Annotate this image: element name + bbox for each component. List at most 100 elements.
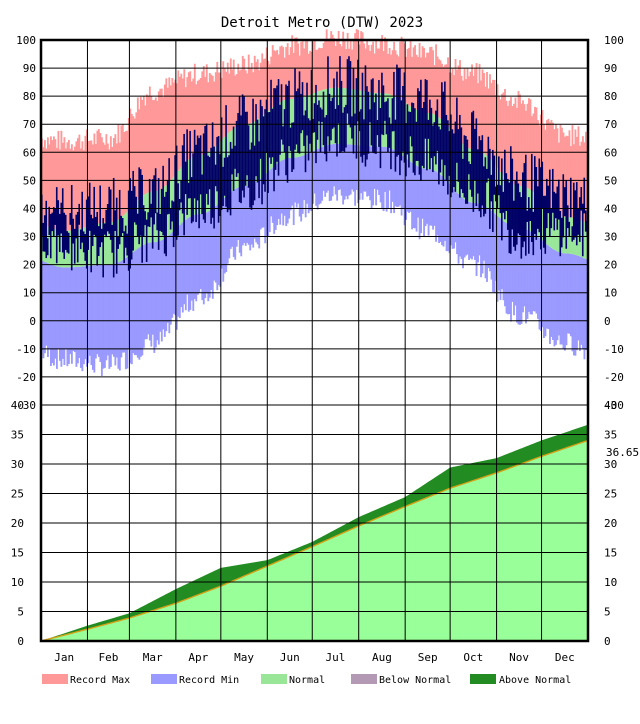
record-max-bar (225, 71, 228, 136)
record-min-bar (234, 189, 237, 260)
record-min-bar (546, 244, 548, 329)
record-max-bar (558, 142, 560, 216)
record-min-bar (243, 186, 246, 244)
record-min-bar (96, 265, 99, 355)
record-min-bar (244, 185, 247, 246)
normal-range-bar (114, 221, 117, 264)
record-min-bar (337, 143, 340, 191)
record-min-bar (159, 240, 162, 332)
record-min-bar (415, 165, 418, 232)
record-min-bar (381, 146, 384, 210)
record-max-bar (340, 46, 343, 88)
record-max-bar (387, 53, 390, 94)
record-max-bar (363, 43, 366, 92)
record-max-bar (277, 54, 280, 104)
record-min-bar (484, 206, 487, 279)
record-max-bar (487, 88, 490, 158)
record-min-bar (343, 144, 346, 200)
x-tick-month: Jul (326, 651, 346, 664)
record-min-bar (417, 166, 420, 218)
record-min-bar (144, 244, 147, 340)
record-min-bar (424, 168, 427, 227)
record-max-bar (508, 100, 511, 182)
record-max-bar (253, 55, 256, 122)
record-min-bar (186, 218, 189, 295)
record-min-bar (139, 246, 142, 357)
record-min-bar (436, 172, 439, 236)
record-min-bar (258, 179, 261, 249)
record-max-bar (436, 56, 439, 117)
record-max-bar (324, 39, 327, 90)
precip-y-tick-left: 30 (11, 458, 24, 471)
record-min-bar (553, 249, 556, 347)
record-max-bar (394, 50, 397, 97)
record-max-bar (336, 39, 339, 88)
record-max-bar (79, 148, 82, 229)
record-min-bar (42, 261, 45, 359)
record-max-bar (96, 130, 99, 224)
normal-range-bar (75, 229, 78, 267)
record-min-bar (382, 146, 385, 212)
record-min-bar (141, 245, 144, 356)
record-min-bar (73, 267, 76, 353)
record-max-bar (328, 38, 331, 89)
record-max-bar (244, 70, 247, 125)
precip-y-tick-right: 30 (604, 458, 617, 471)
record-min-bar (397, 152, 400, 207)
record-max-bar (334, 46, 337, 88)
record-max-bar (129, 108, 132, 209)
legend-swatch-record-max (42, 674, 68, 684)
record-min-bar (51, 264, 54, 364)
record-max-bar (402, 38, 405, 102)
record-min-bar (109, 264, 112, 367)
temp-y-tick-right: -30 (604, 399, 624, 412)
record-min-bar (55, 266, 58, 369)
grid (41, 39, 588, 642)
normal-range-bar (585, 222, 587, 259)
record-max-bar (582, 136, 584, 222)
legend-item-below-normal: Below Normal (351, 674, 451, 686)
record-min-bar (567, 253, 569, 334)
record-min-bar (477, 203, 479, 263)
precip-y-tick-right: 5 (604, 606, 611, 619)
record-min-bar (169, 233, 172, 325)
record-max-bar (478, 63, 481, 151)
record-max-bar (229, 58, 232, 132)
record-max-bar (412, 47, 415, 109)
record-max-bar (304, 41, 307, 97)
temp-y-tick-left: -10 (16, 343, 36, 356)
record-max-bar (534, 106, 536, 194)
record-max-bar (577, 126, 580, 220)
record-min-bar (547, 245, 550, 330)
record-max-bar (568, 130, 571, 218)
record-min-bar (385, 147, 388, 212)
record-max-bar (169, 85, 172, 181)
record-min-bar (481, 204, 484, 274)
record-max-bar (222, 61, 225, 139)
normal-range-bar (541, 201, 544, 241)
record-min-bar (238, 186, 241, 253)
record-max-bar (174, 79, 177, 175)
record-max-bar (448, 72, 451, 129)
record-min-bar (493, 213, 496, 293)
record-min-bar (165, 237, 168, 332)
record-min-bar (310, 151, 313, 211)
record-max-bar (319, 48, 322, 91)
record-max-bar (453, 75, 455, 135)
record-max-bar (75, 141, 78, 230)
record-max-bar (376, 48, 379, 94)
record-min-bar (367, 146, 370, 196)
record-min-bar (168, 234, 171, 334)
record-min-bar (67, 267, 70, 364)
record-max-bar (184, 87, 187, 163)
record-max-bar (61, 142, 64, 231)
record-max-bar (510, 97, 512, 183)
record-max-bar (421, 46, 424, 113)
record-max-bar (330, 31, 333, 89)
record-max-bar (555, 124, 557, 214)
precip-y-tick-left: 15 (11, 547, 24, 560)
temp-y-tick-right: 50 (604, 174, 617, 187)
record-max-bar (571, 125, 574, 218)
record-min-bar (490, 210, 493, 280)
legend-swatch-above-normal (470, 674, 496, 684)
